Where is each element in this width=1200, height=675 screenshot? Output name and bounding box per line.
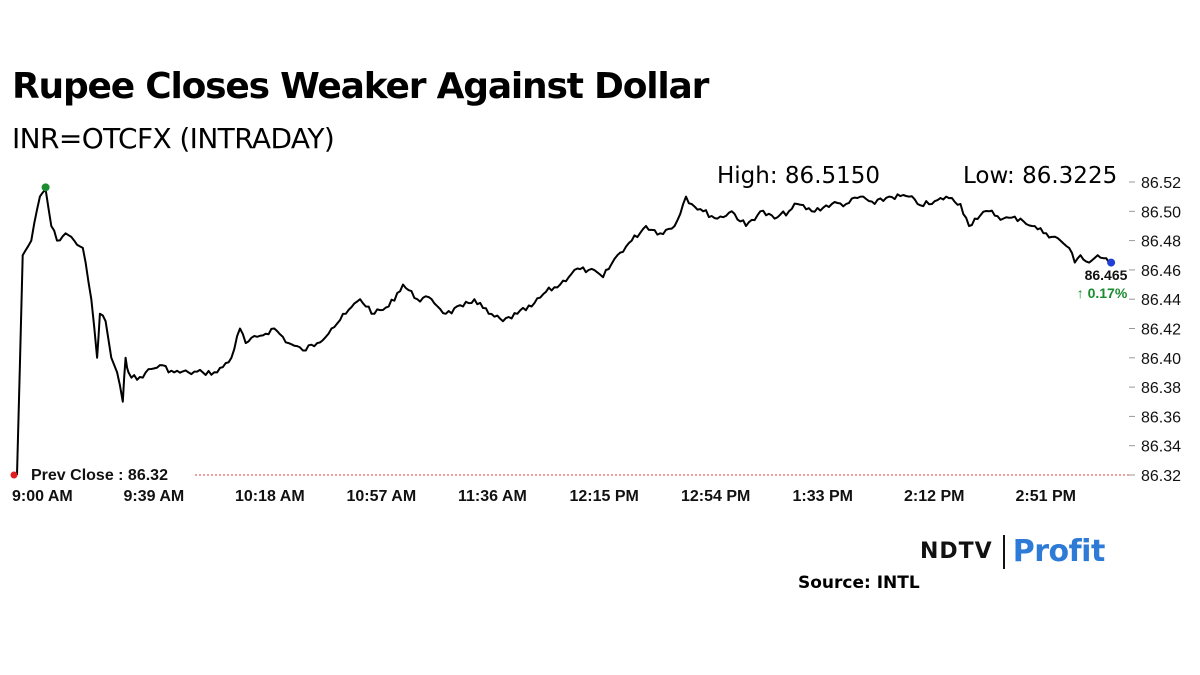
low-label: Low: 86.3225 bbox=[963, 163, 1117, 189]
y-tick-label: 86.44 bbox=[1141, 292, 1181, 309]
x-tick-label: 1:33 PM bbox=[793, 488, 853, 505]
price-line bbox=[16, 188, 1110, 476]
x-tick-label: 10:57 AM bbox=[347, 488, 417, 505]
y-tick-label: 86.36 bbox=[1141, 409, 1181, 426]
ndtv-profit-logo: NDTV Profit bbox=[920, 534, 1105, 569]
y-axis-ticks: 86.52 86.50 86.48 86.46 86.44 86.42 86.40 86.38… bbox=[1129, 175, 1181, 485]
x-tick-label: 12:54 PM bbox=[681, 488, 750, 505]
x-tick-label: 9:39 AM bbox=[124, 488, 185, 505]
logo-profit-text: Profit bbox=[1012, 534, 1106, 569]
y-tick-label: 86.34 bbox=[1141, 439, 1181, 456]
y-tick-label: 86.42 bbox=[1141, 322, 1181, 339]
y-tick-label: 86.38 bbox=[1141, 380, 1181, 397]
start-marker bbox=[10, 471, 18, 479]
x-tick-label: 12:15 PM bbox=[570, 488, 639, 505]
prev-close-label: Prev Close : 86.32 bbox=[31, 467, 168, 484]
last-value-label: 86.465 bbox=[1085, 267, 1128, 283]
x-tick-label: 2:12 PM bbox=[904, 488, 964, 505]
chart-title: Rupee Closes Weaker Against Dollar bbox=[12, 66, 709, 107]
y-tick-label: 86.48 bbox=[1141, 234, 1181, 251]
x-tick-label: 11:36 AM bbox=[458, 488, 527, 505]
end-marker bbox=[1107, 258, 1116, 267]
high-marker bbox=[41, 183, 50, 192]
x-tick-label: 9:00 AM bbox=[12, 488, 73, 505]
high-label: High: 86.5150 bbox=[717, 163, 880, 189]
y-tick-label: 86.46 bbox=[1141, 263, 1181, 280]
x-tick-label: 2:51 PM bbox=[1016, 488, 1076, 505]
logo-ndtv-text: NDTV bbox=[920, 539, 993, 564]
y-tick-label: 86.50 bbox=[1141, 204, 1181, 221]
chart-subtitle: INR=OTCFX (INTRADAY) bbox=[12, 122, 335, 155]
y-tick-label: 86.52 bbox=[1141, 175, 1181, 192]
y-tick-label: 86.32 bbox=[1141, 468, 1181, 485]
x-tick-label: 10:18 AM bbox=[235, 488, 305, 505]
source-note: Source: INTL bbox=[798, 573, 920, 593]
logo-divider bbox=[1002, 534, 1005, 569]
change-label: ↑ 0.17% bbox=[1077, 285, 1128, 301]
x-axis-ticks: 9:00 AM 9:39 AM 10:18 AM 10:57 AM 11:36 AM 12… bbox=[12, 488, 1076, 505]
y-tick-label: 86.40 bbox=[1141, 351, 1181, 368]
